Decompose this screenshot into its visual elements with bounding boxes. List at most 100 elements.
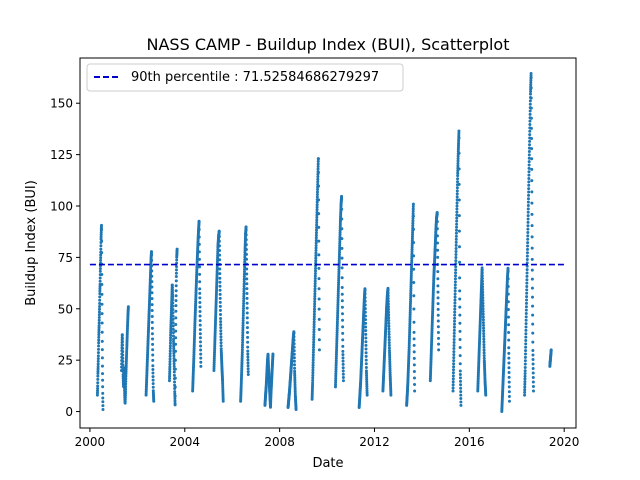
scatter-point	[219, 316, 223, 320]
scatter-point	[121, 350, 125, 354]
scatter-point	[364, 340, 368, 344]
scatter-point	[526, 207, 530, 211]
scatter-point	[480, 274, 484, 278]
scatter-point	[314, 259, 318, 263]
scatter-point	[152, 399, 156, 403]
scatter-point	[199, 364, 203, 368]
scatter-point	[527, 190, 531, 194]
scatter-point	[124, 387, 128, 391]
scatter-point	[316, 157, 320, 161]
scatter-points	[95, 71, 553, 414]
scatter-point	[407, 341, 411, 345]
scatter-point	[459, 393, 463, 397]
scatter-point	[174, 322, 178, 326]
scatter-point	[506, 266, 510, 270]
scatter-point	[412, 280, 416, 284]
scatter-point	[218, 308, 222, 312]
scatter-point	[100, 239, 104, 243]
scatter-point	[314, 256, 318, 260]
scatter-point	[388, 362, 392, 366]
scatter-point	[336, 307, 340, 311]
scatter-point	[387, 349, 391, 353]
scatter-point	[171, 307, 175, 311]
scatter-point	[455, 207, 459, 211]
scatter-point	[507, 385, 511, 389]
scatter-point	[454, 231, 458, 235]
scatter-point	[337, 257, 341, 261]
scatter-point	[198, 305, 202, 309]
scatter-point	[413, 389, 417, 393]
scatter-point	[407, 335, 411, 339]
scatter-point	[199, 356, 203, 360]
scatter-point	[525, 251, 529, 255]
scatter-point	[340, 312, 344, 316]
scatter-point	[314, 243, 318, 247]
scatter-point	[172, 347, 176, 351]
scatter-point	[527, 153, 531, 157]
scatter-point	[124, 390, 128, 394]
scatter-point	[218, 249, 222, 252]
scatter-point	[218, 284, 222, 288]
scatter-point	[198, 319, 202, 323]
scatter-point	[407, 337, 411, 341]
scatter-point	[334, 383, 338, 387]
scatter-point	[336, 296, 340, 300]
scatter-point	[124, 382, 128, 386]
scatter-point	[528, 92, 532, 96]
scatter-point	[411, 209, 415, 213]
scatter-point	[97, 324, 101, 328]
scatter-point	[528, 109, 532, 113]
scatter-point	[198, 332, 202, 336]
scatter-point	[436, 255, 440, 259]
scatter-point	[365, 393, 369, 397]
scatter-point	[100, 364, 104, 368]
scatter-point	[453, 319, 457, 323]
scatter-point	[101, 378, 105, 382]
scatter-point	[365, 373, 369, 377]
scatter-point	[151, 378, 155, 382]
scatter-point	[313, 279, 317, 283]
scatter-point	[168, 354, 172, 358]
scatter-point	[455, 213, 459, 217]
scatter-point	[529, 78, 533, 82]
scatter-point	[338, 242, 342, 245]
scatter-point	[410, 258, 414, 262]
scatter-point	[150, 326, 154, 330]
scatter-point	[412, 320, 416, 324]
scatter-point	[219, 347, 223, 351]
scatter-point	[340, 197, 344, 201]
scatter-point	[151, 385, 155, 389]
scatter-point	[340, 305, 344, 309]
scatter-point	[528, 129, 532, 133]
scatter-point	[101, 404, 105, 408]
scatter-point	[240, 348, 244, 352]
scatter-point	[455, 222, 459, 226]
scatter-point	[458, 362, 462, 366]
scatter-point	[97, 326, 101, 330]
scatter-point	[527, 187, 531, 191]
scatter-point	[244, 243, 248, 247]
scatter-point	[241, 326, 245, 330]
scatter-point	[387, 346, 391, 350]
scatter-point	[341, 349, 345, 353]
scatter-point	[98, 287, 102, 291]
scatter-point	[219, 335, 223, 339]
scatter-point	[336, 311, 340, 315]
scatter-point	[386, 299, 390, 303]
scatter-point	[456, 164, 460, 168]
scatter-point	[240, 353, 244, 357]
scatter-point	[530, 286, 534, 290]
scatter-point	[124, 377, 128, 381]
scatter-point	[525, 261, 529, 265]
scatter-point	[246, 330, 249, 334]
scatter-point	[526, 200, 530, 204]
scatter-point	[525, 264, 529, 268]
scatter-point	[198, 323, 202, 327]
scatter-point	[436, 290, 440, 294]
scatter-point	[101, 396, 105, 400]
scatter-point	[530, 235, 534, 239]
scatter-point	[409, 280, 413, 284]
scatter-point	[317, 307, 321, 311]
scatter-point	[365, 386, 369, 390]
